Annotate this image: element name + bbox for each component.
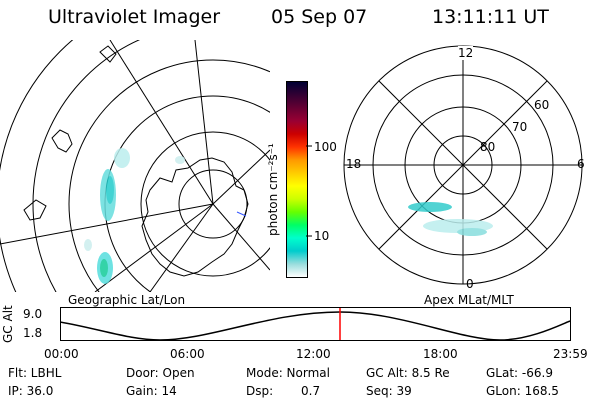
imager-title: Ultraviolet Imager bbox=[48, 6, 221, 28]
geographic-map-panel bbox=[0, 40, 270, 292]
colorbar-ticks bbox=[306, 145, 312, 237]
mode-info: Mode: Normal bbox=[246, 366, 330, 380]
colorbar-unit-label: photon cm⁻²s⁻¹ bbox=[266, 143, 280, 236]
glat-info: GLat: -66.9 bbox=[486, 366, 553, 380]
polar-panel-label: Apex MLat/MLT bbox=[424, 293, 514, 307]
mlt-label-18: 18 bbox=[346, 157, 362, 171]
polar-mlt-panel bbox=[343, 45, 583, 285]
mlt-label-12: 12 bbox=[458, 46, 474, 60]
gain-info: Gain: 14 bbox=[126, 384, 177, 398]
aurora-emission-polar bbox=[408, 202, 493, 236]
coastline-island bbox=[99, 45, 117, 63]
timeline-tick-1200: 12:00 bbox=[296, 347, 331, 361]
door-info: Door: Open bbox=[126, 366, 195, 380]
coastline bbox=[141, 157, 249, 277]
timeline-tick-2359: 23:59 bbox=[553, 347, 588, 361]
image-date: 05 Sep 07 bbox=[271, 6, 368, 28]
gc-altitude-timeline bbox=[60, 307, 571, 341]
timeline-tick-0000: 00:00 bbox=[44, 347, 79, 361]
mlat-label-80: 80 bbox=[480, 140, 496, 154]
ip-info: IP: 36.0 bbox=[8, 384, 54, 398]
colorbar-tick-100: 100 bbox=[314, 140, 337, 154]
geo-panel-label: Geographic Lat/Lon bbox=[68, 293, 186, 307]
timeline-axis-title: GC Alt bbox=[1, 305, 15, 343]
dsp-value: 0.7 bbox=[301, 384, 321, 398]
glon-info: GLon: 168.5 bbox=[486, 384, 559, 398]
latitude-circles bbox=[0, 40, 270, 292]
gc-alt-info: GC Alt: 8.5 Re bbox=[366, 366, 450, 380]
aurora-emission bbox=[84, 148, 185, 284]
longitude-meridians bbox=[0, 40, 270, 292]
mlat-label-70: 70 bbox=[512, 120, 528, 134]
coastline-island bbox=[51, 129, 73, 153]
dsp-label: Dsp: bbox=[246, 384, 274, 398]
mlt-label-0: 0 bbox=[466, 277, 474, 291]
filter-info: Flt: LBHL bbox=[8, 366, 62, 380]
timeline-tick-1800: 18:00 bbox=[423, 347, 458, 361]
seq-info: Seq: 39 bbox=[366, 384, 412, 398]
coastline-island bbox=[23, 199, 47, 221]
colorbar bbox=[286, 81, 308, 278]
mlt-label-6: 6 bbox=[577, 157, 585, 171]
timeline-y-max: 9.0 bbox=[23, 307, 43, 321]
image-time: 13:11:11 UT bbox=[432, 6, 549, 28]
satellite-track bbox=[236, 211, 247, 217]
timeline-tick-0600: 06:00 bbox=[170, 347, 205, 361]
timeline-y-min: 1.8 bbox=[23, 326, 43, 340]
colorbar-tick-10: 10 bbox=[314, 229, 330, 243]
mlat-label-60: 60 bbox=[534, 98, 550, 112]
gc-altitude-curve bbox=[60, 311, 571, 341]
